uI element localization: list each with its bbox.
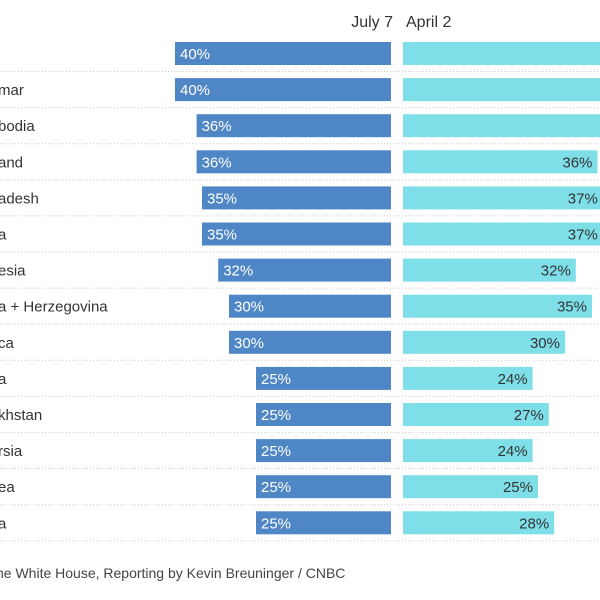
- july-value-label: 35%: [207, 190, 237, 207]
- category-label: rsia: [0, 443, 23, 460]
- category-label: ea: [0, 479, 15, 496]
- july-value-label: 25%: [261, 479, 291, 496]
- july-bar: [218, 258, 391, 282]
- july-value-label: 25%: [261, 371, 291, 388]
- july-value-label: 36%: [202, 118, 232, 135]
- july-value-label: 30%: [234, 335, 264, 352]
- category-label: a: [0, 515, 7, 532]
- april-bar: [403, 150, 598, 174]
- july-bar: [202, 222, 391, 246]
- july-value-label: 40%: [180, 46, 210, 63]
- july-bar: [256, 511, 391, 535]
- july-bar: [175, 42, 391, 65]
- july-value-label: 36%: [202, 154, 232, 171]
- july-value-label: 25%: [261, 515, 291, 532]
- april-value-label: 28%: [519, 515, 549, 532]
- april-bar: [403, 330, 565, 354]
- july-bar: [256, 366, 391, 390]
- source-note: he White House, Reporting by Kevin Breun…: [0, 565, 346, 581]
- april-value-label: 24%: [498, 443, 528, 460]
- july-bar: [256, 403, 391, 426]
- july-value-label: 35%: [207, 227, 237, 244]
- category-label: mar: [0, 82, 24, 99]
- category-label: ca: [0, 335, 15, 352]
- july-bar: [256, 475, 391, 499]
- july-bar: [196, 150, 391, 174]
- april-value-label: 25%: [503, 479, 533, 496]
- category-label: bodia: [0, 118, 35, 135]
- april-value-label: 37%: [568, 190, 598, 207]
- april-value-label: 24%: [498, 371, 528, 388]
- category-label: adesh: [0, 190, 39, 207]
- april-value-label: 30%: [530, 335, 560, 352]
- april-column-header: April 2: [406, 14, 452, 31]
- category-label: esia: [0, 263, 26, 280]
- category-label: a + Herzegovina: [0, 299, 108, 316]
- july-bar: [229, 330, 391, 354]
- category-label: a: [0, 371, 7, 388]
- july-bar: [202, 186, 391, 210]
- april-value-label: 27%: [514, 407, 544, 424]
- july-bar: [229, 294, 391, 318]
- category-label: and: [0, 154, 23, 171]
- april-bar: [403, 222, 600, 246]
- april-bar: [403, 186, 600, 210]
- april-bar: [403, 475, 538, 499]
- april-bar: [403, 403, 549, 426]
- april-bar: [403, 439, 533, 463]
- april-bar: [403, 294, 592, 318]
- april-value-label: 37%: [568, 227, 598, 244]
- july-value-label: 30%: [234, 299, 264, 316]
- april-value-label: 36%: [562, 154, 592, 171]
- april-bar: [403, 78, 600, 102]
- april-bar: [403, 366, 533, 390]
- april-bar: [403, 42, 600, 65]
- july-value-label: 40%: [180, 82, 210, 99]
- april-value-label: 32%: [541, 263, 571, 280]
- july-value-label: 25%: [261, 443, 291, 460]
- july-value-label: 32%: [223, 263, 253, 280]
- july-column-header: July 7: [351, 14, 393, 31]
- april-value-label: 35%: [557, 299, 587, 316]
- july-bar: [256, 439, 391, 463]
- july-bar: [196, 114, 391, 138]
- july-value-label: 25%: [261, 407, 291, 424]
- april-bar: [403, 258, 576, 282]
- category-label: a: [0, 227, 7, 244]
- april-bar: [403, 114, 600, 138]
- category-label: khstan: [0, 407, 42, 424]
- july-bar: [175, 78, 391, 102]
- april-bar: [403, 511, 555, 535]
